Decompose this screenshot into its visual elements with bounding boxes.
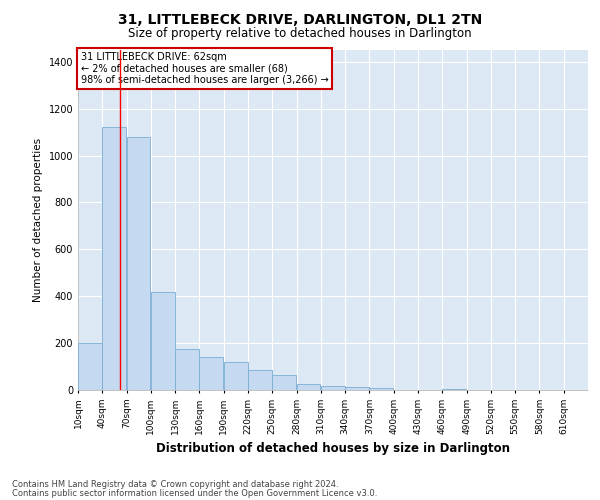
Text: 31 LITTLEBECK DRIVE: 62sqm
← 2% of detached houses are smaller (68)
98% of semi-: 31 LITTLEBECK DRIVE: 62sqm ← 2% of detac… <box>80 52 328 85</box>
Bar <box>345 387 369 390</box>
Bar <box>248 370 272 390</box>
Bar <box>151 292 175 390</box>
Bar <box>296 384 320 390</box>
Text: Size of property relative to detached houses in Darlington: Size of property relative to detached ho… <box>128 28 472 40</box>
Bar <box>272 375 296 390</box>
Bar <box>199 357 223 390</box>
Bar <box>78 343 102 390</box>
Bar <box>127 137 151 390</box>
Y-axis label: Number of detached properties: Number of detached properties <box>33 138 43 302</box>
Text: 31, LITTLEBECK DRIVE, DARLINGTON, DL1 2TN: 31, LITTLEBECK DRIVE, DARLINGTON, DL1 2T… <box>118 12 482 26</box>
X-axis label: Distribution of detached houses by size in Darlington: Distribution of detached houses by size … <box>156 442 510 456</box>
Text: Contains public sector information licensed under the Open Government Licence v3: Contains public sector information licen… <box>12 488 377 498</box>
Bar <box>224 362 248 390</box>
Bar <box>321 386 345 390</box>
Bar <box>102 128 126 390</box>
Bar <box>442 388 466 390</box>
Bar <box>175 349 199 390</box>
Bar <box>370 388 394 390</box>
Text: Contains HM Land Registry data © Crown copyright and database right 2024.: Contains HM Land Registry data © Crown c… <box>12 480 338 489</box>
